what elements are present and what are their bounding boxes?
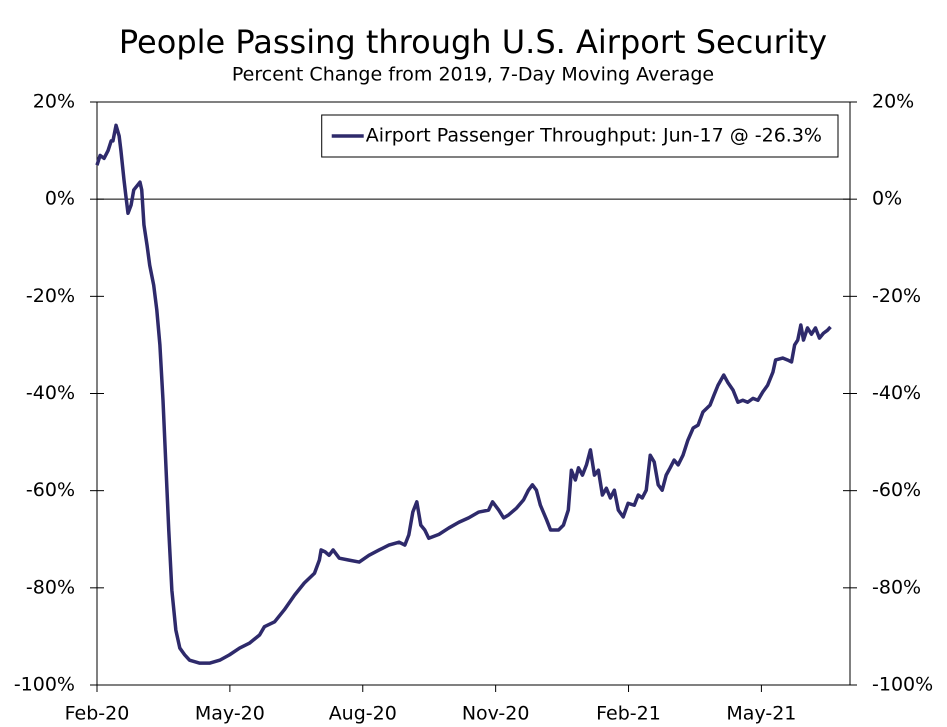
x-tick-label: Feb-21: [596, 703, 661, 725]
y-tick-label: 0%: [45, 188, 75, 210]
plot-frame: [96, 101, 851, 686]
y2-tick-label: -80%: [872, 576, 921, 598]
y2-tick-label: -100%: [872, 674, 933, 696]
x-tick-label: Aug-20: [329, 703, 397, 725]
legend-label: Airport Passenger Throughput: Jun-17 @ -…: [366, 125, 822, 147]
y-tick-label: -40%: [26, 382, 75, 404]
y2-tick-label: -40%: [872, 382, 921, 404]
x-tick-label: May-20: [195, 703, 265, 725]
y2-tick-label: -20%: [872, 285, 921, 307]
y2-tick-label: -60%: [872, 479, 921, 501]
y-tick-label: -80%: [26, 576, 75, 598]
y2-tick-label: 0%: [872, 188, 902, 210]
y-tick-label: -60%: [26, 479, 75, 501]
x-tick-label: May-21: [726, 703, 796, 725]
x-tick-label: Nov-20: [462, 703, 530, 725]
y-tick-label: -100%: [14, 674, 75, 696]
chart-subtitle: Percent Change from 2019, 7-Day Moving A…: [232, 64, 714, 86]
data-line: [95, 123, 832, 665]
y2-tick-label: 20%: [872, 91, 914, 113]
y-tick-label: 20%: [33, 91, 75, 113]
x-tick-label: Feb-20: [65, 703, 130, 725]
legend-box: [321, 114, 839, 158]
chart-title: People Passing through U.S. Airport Secu…: [119, 23, 827, 61]
y-tick-label: -20%: [26, 285, 75, 307]
